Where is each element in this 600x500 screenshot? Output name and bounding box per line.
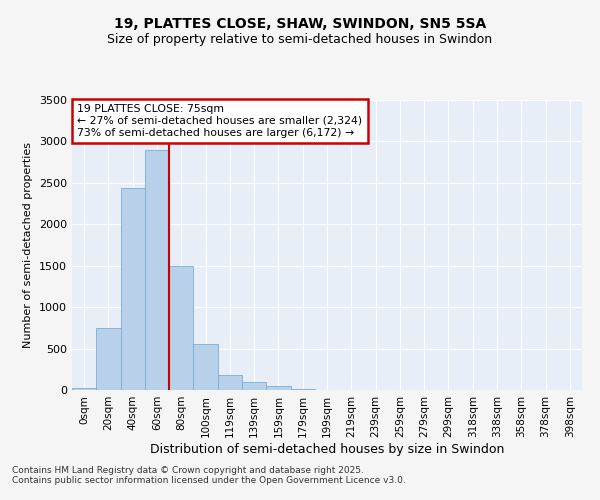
Text: 19 PLATTES CLOSE: 75sqm
← 27% of semi-detached houses are smaller (2,324)
73% of: 19 PLATTES CLOSE: 75sqm ← 27% of semi-de… [77,104,362,138]
Bar [266,386,290,390]
Bar [96,328,121,390]
Bar [145,150,169,390]
Bar [169,266,193,390]
Bar [72,388,96,390]
Text: Contains HM Land Registry data © Crown copyright and database right 2025.
Contai: Contains HM Land Registry data © Crown c… [12,466,406,485]
X-axis label: Distribution of semi-detached houses by size in Swindon: Distribution of semi-detached houses by … [150,442,504,456]
Bar [121,188,145,390]
Bar [218,374,242,390]
Y-axis label: Number of semi-detached properties: Number of semi-detached properties [23,142,34,348]
Bar [193,344,218,390]
Text: Size of property relative to semi-detached houses in Swindon: Size of property relative to semi-detach… [107,32,493,46]
Bar [242,382,266,390]
Bar [290,389,315,390]
Text: 19, PLATTES CLOSE, SHAW, SWINDON, SN5 5SA: 19, PLATTES CLOSE, SHAW, SWINDON, SN5 5S… [114,18,486,32]
